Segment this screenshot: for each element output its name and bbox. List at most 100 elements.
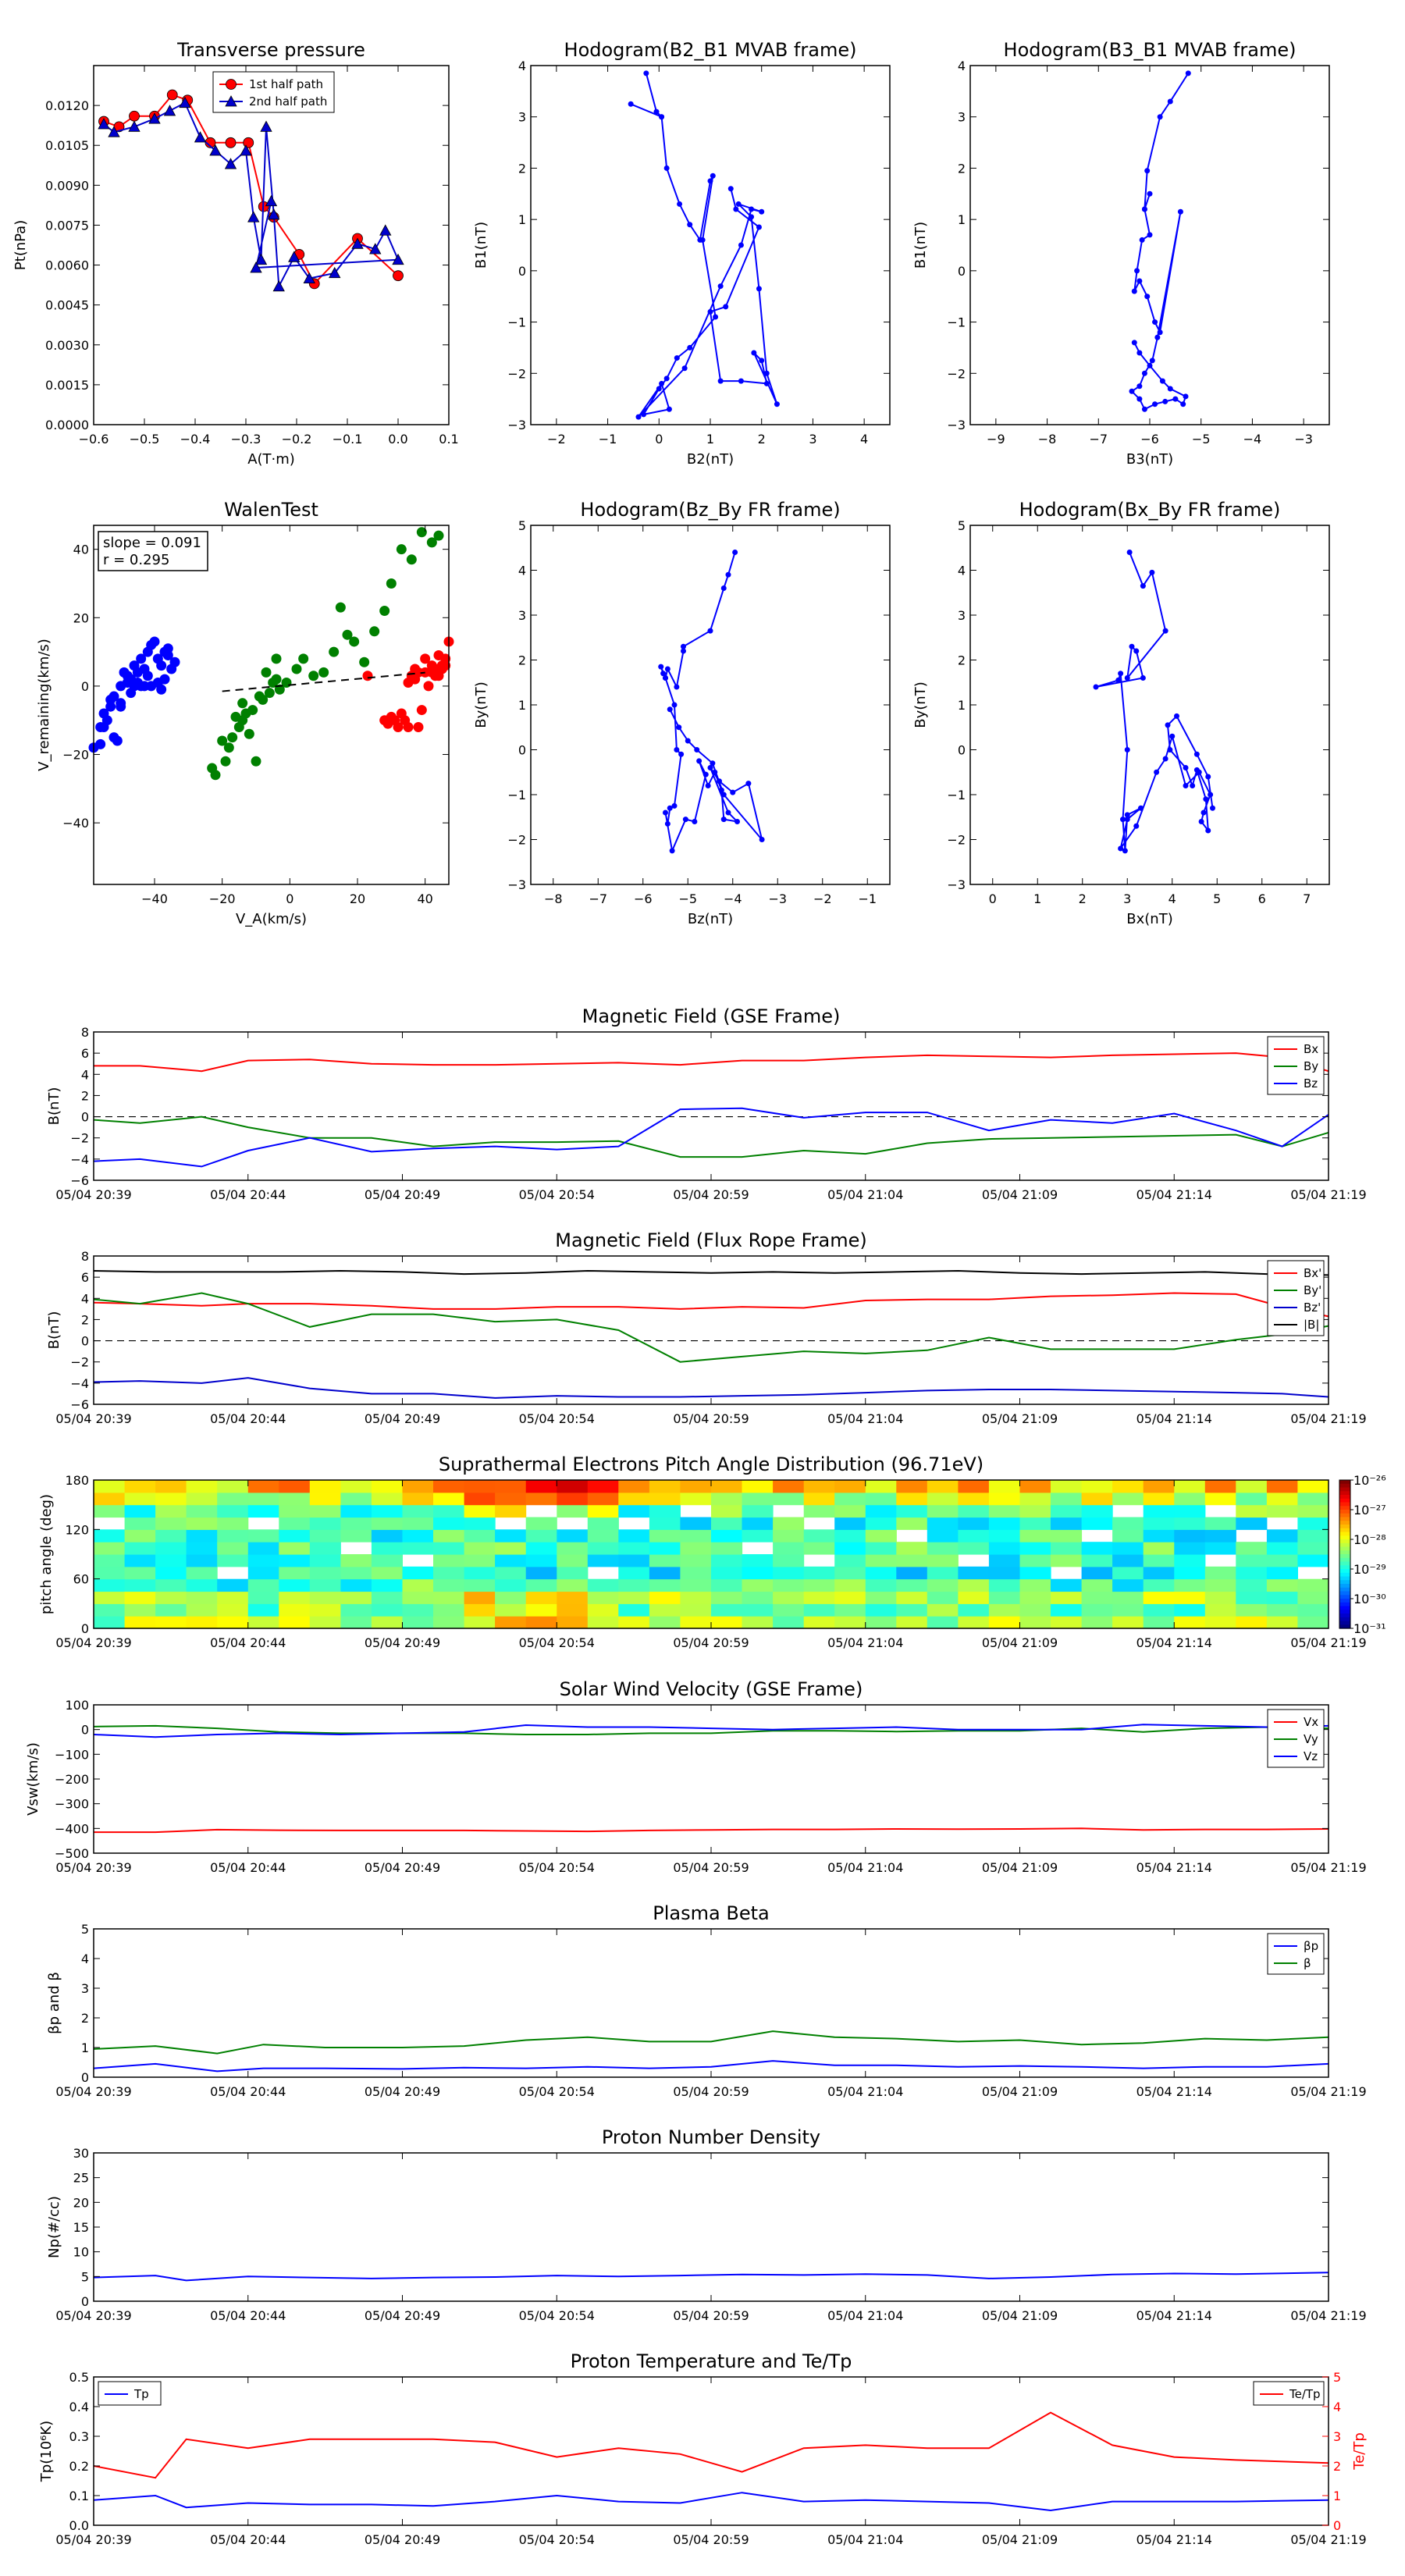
legend-entry: Vy — [1304, 1732, 1318, 1746]
heatmap-cell — [340, 1480, 372, 1493]
data-point — [759, 837, 765, 842]
x-tick-label: 05/04 20:39 — [55, 2308, 131, 2323]
heatmap-cell — [279, 1554, 311, 1567]
heatmap-cell — [680, 1517, 712, 1530]
data-point — [707, 628, 713, 634]
y-tick-label: 0.0105 — [45, 138, 89, 153]
x-tick-label: 05/04 20:49 — [365, 1411, 440, 1426]
x-tick-label: −1 — [599, 432, 617, 447]
heatmap-cell — [1019, 1517, 1051, 1530]
heatmap-cell — [803, 1480, 835, 1493]
y-axis: 0 60 120 180 — [65, 1473, 1329, 1636]
heatmap-cell — [247, 1591, 279, 1604]
y-tick-label: −2 — [507, 366, 526, 381]
colorbar-tick-label: 10⁻²⁶ — [1353, 1473, 1386, 1488]
data-point — [718, 787, 724, 793]
heatmap-cell — [1081, 1480, 1113, 1493]
x-tick-label: 05/04 20:54 — [519, 2532, 595, 2547]
x-tick-label: −2 — [547, 432, 566, 447]
heatmap-cell — [865, 1492, 897, 1506]
heatmap-cell — [927, 1554, 959, 1567]
heatmap-cell — [927, 1616, 959, 1629]
x-tick-label: 05/04 20:59 — [673, 1187, 749, 1202]
data-point — [159, 674, 170, 685]
heatmap-cell — [279, 1492, 311, 1506]
heatmap-cell — [557, 1578, 589, 1592]
heatmap-cell — [618, 1616, 650, 1629]
data-point — [1190, 783, 1196, 788]
heatmap-cell — [1204, 1542, 1236, 1555]
x-tick-label: −7 — [589, 891, 607, 906]
y-tick-label: 2 — [518, 161, 526, 176]
data-point — [712, 769, 718, 775]
heatmap-cell — [680, 1542, 712, 1555]
data-point — [681, 648, 686, 654]
data-point — [685, 738, 691, 744]
x-tick-label: 05/04 21:14 — [1136, 2084, 1212, 2099]
y-tick-label: −2 — [507, 833, 526, 848]
y-axis: −3 −2 −1 0 1 2 3 4 — [947, 59, 1329, 432]
data-point — [671, 802, 678, 809]
y-tick-label: 8 — [81, 1025, 89, 1040]
heatmap-cell — [927, 1578, 959, 1592]
x-tick-label: 05/04 20:49 — [365, 1187, 440, 1202]
heatmap-cell — [834, 1542, 866, 1555]
data-point — [667, 706, 673, 713]
series-line — [93, 1107, 1329, 1168]
heatmap-cell — [495, 1504, 527, 1518]
data-point — [1210, 805, 1215, 811]
heatmap-cell — [773, 1492, 805, 1506]
data-point — [1165, 722, 1171, 728]
legend: Te/Tp — [1253, 2381, 1325, 2406]
heatmap-cell — [433, 1529, 465, 1542]
y-tick-label: −300 — [55, 1797, 89, 1812]
x-axis: −8 −7 −6 −5 −4 −3 −2 −1 — [544, 525, 877, 906]
data-point — [756, 286, 762, 292]
data-point — [1136, 383, 1143, 390]
data-point — [95, 721, 106, 732]
heatmap-cell — [279, 1480, 311, 1493]
heatmap-cell — [742, 1603, 774, 1617]
heatmap-cell — [495, 1591, 527, 1604]
heatmap-cell — [834, 1492, 866, 1506]
heatmap-cell — [433, 1542, 465, 1555]
colorbar-segment — [1339, 1487, 1350, 1492]
heatmap-cell — [279, 1529, 311, 1542]
colorbar-segment — [1339, 1576, 1350, 1581]
data-point — [1183, 783, 1189, 788]
heatmap-cell — [927, 1492, 959, 1506]
x-tick-label: 05/04 20:59 — [673, 1635, 749, 1650]
heatmap-cell — [309, 1492, 341, 1506]
y-tick-label: 0.5 — [69, 2370, 89, 2385]
heatmap-cell — [464, 1616, 496, 1629]
y-tick-label: 4 — [518, 59, 526, 73]
heatmap-cell — [371, 1603, 403, 1617]
heatmap-cell — [1081, 1616, 1113, 1629]
heatmap-cell — [896, 1591, 928, 1604]
x-tick-label: 05/04 21:04 — [827, 2084, 903, 2099]
plot-frame — [93, 525, 450, 885]
heatmap-cell — [1204, 1566, 1236, 1580]
y-tick-label: 180 — [65, 1473, 89, 1488]
heatmap-cell — [279, 1616, 311, 1629]
y-axis-label: By(nT) — [473, 681, 489, 728]
heatmap-cell — [803, 1591, 835, 1604]
data-point — [335, 602, 346, 613]
heatmap-cell — [803, 1492, 835, 1506]
heatmap-cell — [773, 1578, 805, 1592]
heatmap-cell — [1236, 1616, 1268, 1629]
colorbar-segment — [1339, 1569, 1350, 1574]
data-point — [710, 760, 716, 767]
y-axis-label: Tp(10⁶K) — [38, 2421, 55, 2482]
data-point — [433, 530, 444, 541]
data-point — [1205, 774, 1211, 780]
data-point — [264, 688, 275, 699]
x-axis-label: Bx(nT) — [1126, 911, 1172, 927]
y-tick-label: 15 — [73, 2220, 89, 2235]
x-tick-label: 0 — [989, 891, 997, 906]
heatmap-cell — [1266, 1603, 1298, 1617]
colorbar-tick-label: 10⁻²⁹ — [1353, 1562, 1386, 1577]
series-line — [94, 1052, 1329, 1073]
x-tick-label: 05/04 20:54 — [519, 1187, 595, 1202]
